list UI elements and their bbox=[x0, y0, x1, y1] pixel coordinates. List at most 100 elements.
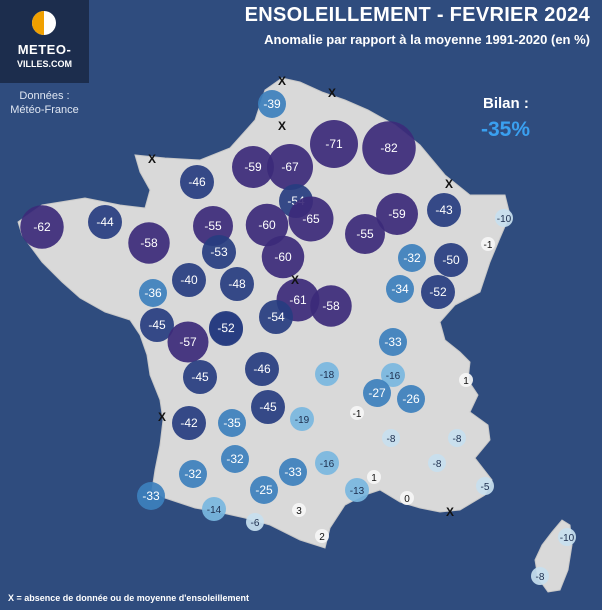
station-circle bbox=[350, 406, 364, 420]
station-circle bbox=[379, 328, 407, 356]
station-marker: -10 bbox=[558, 528, 576, 546]
station-circle bbox=[245, 352, 279, 386]
station-circle bbox=[448, 429, 466, 447]
station-marker: -45 bbox=[140, 308, 174, 342]
station-circle bbox=[258, 90, 286, 118]
station-marker: -39 bbox=[258, 90, 286, 118]
station-marker: -44 bbox=[88, 205, 122, 239]
station-marker: -67 bbox=[267, 144, 313, 190]
stations-layer: -39-71 -82-59 -67-46-54-65 -59 -43-10-62 -44-… bbox=[20, 90, 576, 585]
station-marker: -26 bbox=[397, 385, 425, 413]
station-circle bbox=[315, 529, 329, 543]
station-value: 2 bbox=[319, 532, 325, 543]
station-circle bbox=[221, 445, 249, 473]
page-title: ENSOLEILLEMENT - FEVRIER 2024 bbox=[244, 4, 590, 26]
station-marker: 0 bbox=[400, 491, 414, 505]
station-marker: -52 bbox=[209, 311, 243, 345]
station-value: -8 bbox=[433, 459, 442, 470]
station-value: -10 bbox=[497, 214, 512, 225]
station-marker: -60 bbox=[245, 203, 289, 247]
station-marker: -36 bbox=[139, 279, 167, 307]
station-value: -71 bbox=[325, 137, 343, 151]
station-circle bbox=[315, 362, 339, 386]
station-circle bbox=[381, 363, 405, 387]
station-value: -19 bbox=[295, 415, 310, 426]
footnote: X = absence de donnée ou de moyenne d'en… bbox=[8, 593, 249, 603]
station-circle bbox=[310, 120, 358, 168]
station-value: -1 bbox=[353, 409, 362, 420]
station-marker: -8 bbox=[382, 429, 400, 447]
station-circle bbox=[218, 409, 246, 437]
station-value: -58 bbox=[322, 299, 340, 313]
station-marker: -27 bbox=[363, 379, 391, 407]
station-value: 3 bbox=[296, 506, 302, 517]
station-marker: -8 bbox=[531, 567, 549, 585]
station-marker: -8 bbox=[448, 429, 466, 447]
station-marker: -16 bbox=[315, 451, 339, 475]
station-value: -5 bbox=[481, 482, 490, 493]
summary-label: Bilan : bbox=[483, 95, 529, 112]
station-circle bbox=[183, 360, 217, 394]
station-circle bbox=[180, 165, 214, 199]
station-marker: -43 bbox=[427, 193, 461, 227]
station-marker: -45 bbox=[183, 360, 217, 394]
station-marker: -34 bbox=[386, 275, 414, 303]
station-marker: -42 bbox=[172, 406, 206, 440]
station-circle bbox=[209, 311, 243, 345]
station-value: -27 bbox=[368, 386, 386, 400]
missing-data-marker: X bbox=[278, 119, 286, 133]
station-marker: -1 bbox=[350, 406, 364, 420]
station-circle bbox=[531, 567, 549, 585]
station-value: -39 bbox=[263, 97, 281, 111]
station-circle bbox=[179, 460, 207, 488]
station-circle bbox=[363, 379, 391, 407]
station-marker: -32 bbox=[221, 445, 249, 473]
station-marker: -1 bbox=[481, 237, 495, 251]
station-circle bbox=[279, 458, 307, 486]
station-marker: -25 bbox=[250, 476, 278, 504]
station-circle bbox=[315, 451, 339, 475]
station-marker: -35 bbox=[218, 409, 246, 437]
missing-data-marker: X bbox=[148, 152, 156, 166]
station-circle bbox=[367, 470, 381, 484]
station-circle bbox=[172, 263, 206, 297]
station-value: -36 bbox=[144, 286, 162, 300]
station-circle bbox=[427, 193, 461, 227]
station-value: -35 bbox=[223, 416, 241, 430]
station-value: -45 bbox=[191, 370, 209, 384]
station-marker: -58 bbox=[128, 222, 170, 264]
station-marker: -60 bbox=[261, 235, 305, 279]
station-value: -45 bbox=[259, 400, 277, 414]
station-marker: -52 bbox=[421, 275, 455, 309]
station-circle bbox=[172, 406, 206, 440]
station-circle bbox=[251, 390, 285, 424]
station-value: -48 bbox=[228, 277, 246, 291]
station-value: -61 bbox=[289, 293, 307, 307]
page-subtitle: Anomalie par rapport à la moyenne 1991-2… bbox=[264, 32, 590, 47]
station-value: -1 bbox=[484, 240, 493, 251]
station-value: -14 bbox=[207, 505, 222, 516]
station-marker: -48 bbox=[220, 267, 254, 301]
station-value: -40 bbox=[180, 273, 198, 287]
station-circle bbox=[167, 321, 209, 363]
station-circle bbox=[232, 146, 274, 188]
station-value: -60 bbox=[274, 250, 292, 264]
station-circle bbox=[128, 222, 170, 264]
station-value: -16 bbox=[320, 459, 335, 470]
station-value: -32 bbox=[403, 251, 421, 265]
station-circle bbox=[397, 385, 425, 413]
station-value: -59 bbox=[388, 207, 406, 221]
station-value: -65 bbox=[302, 212, 320, 226]
station-value: -33 bbox=[384, 335, 402, 349]
station-value: -32 bbox=[184, 467, 202, 481]
station-marker: 1 bbox=[367, 470, 381, 484]
source-label: Données : bbox=[19, 90, 70, 102]
station-value: 1 bbox=[463, 376, 469, 387]
station-circle bbox=[362, 121, 416, 175]
station-circle bbox=[202, 497, 226, 521]
station-value: -13 bbox=[350, 486, 365, 497]
station-marker: -40 bbox=[172, 263, 206, 297]
station-value: -54 bbox=[267, 310, 285, 324]
sun-icon bbox=[32, 11, 56, 35]
